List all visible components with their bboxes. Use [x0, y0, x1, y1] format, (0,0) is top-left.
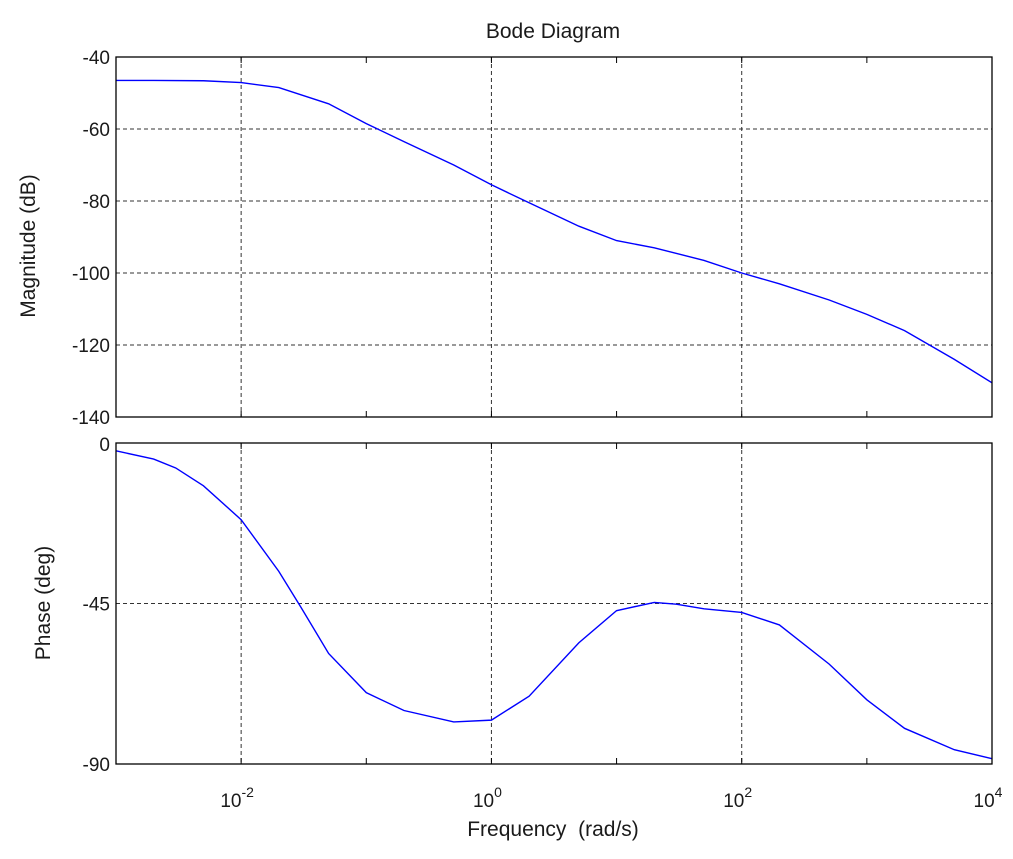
- phase-y-tick-label: -90: [83, 755, 110, 776]
- magnitude-plot-area: [116, 57, 992, 417]
- x-tick-label: 100: [473, 784, 502, 812]
- magnitude-response-curve: [116, 79, 993, 384]
- magnitude-y-tick-label: -40: [83, 48, 110, 69]
- magnitude-axes-frame: [115, 56, 993, 418]
- magnitude-plot: -40 -60 -80 -100 -120 -140: [72, 48, 993, 429]
- phase-axes-frame: [115, 442, 993, 765]
- x-tick-label: 10-2: [220, 784, 254, 812]
- magnitude-axis-label: Magnitude (dB): [17, 174, 40, 318]
- x-tick-label: 104: [974, 784, 1003, 812]
- x-tick-label: 102: [723, 784, 752, 812]
- chart-title: Bode Diagram: [486, 20, 620, 43]
- x-axis-label: Frequency (rad/s): [467, 818, 639, 841]
- phase-axis-label: Phase (deg): [32, 546, 55, 660]
- magnitude-y-tick-label: -140: [72, 408, 110, 429]
- phase-response-curve: [115, 450, 993, 760]
- phase-plot: 0 -45 -90 10-2 100 102 104: [83, 435, 1003, 812]
- magnitude-y-tick-label: -120: [72, 336, 110, 357]
- phase-y-tick-label: 0: [99, 435, 110, 456]
- magnitude-y-tick-label: -100: [72, 264, 110, 285]
- magnitude-y-tick-label: -60: [83, 120, 110, 141]
- magnitude-y-tick-label: -80: [83, 192, 110, 213]
- phase-y-tick-label: -45: [83, 595, 110, 616]
